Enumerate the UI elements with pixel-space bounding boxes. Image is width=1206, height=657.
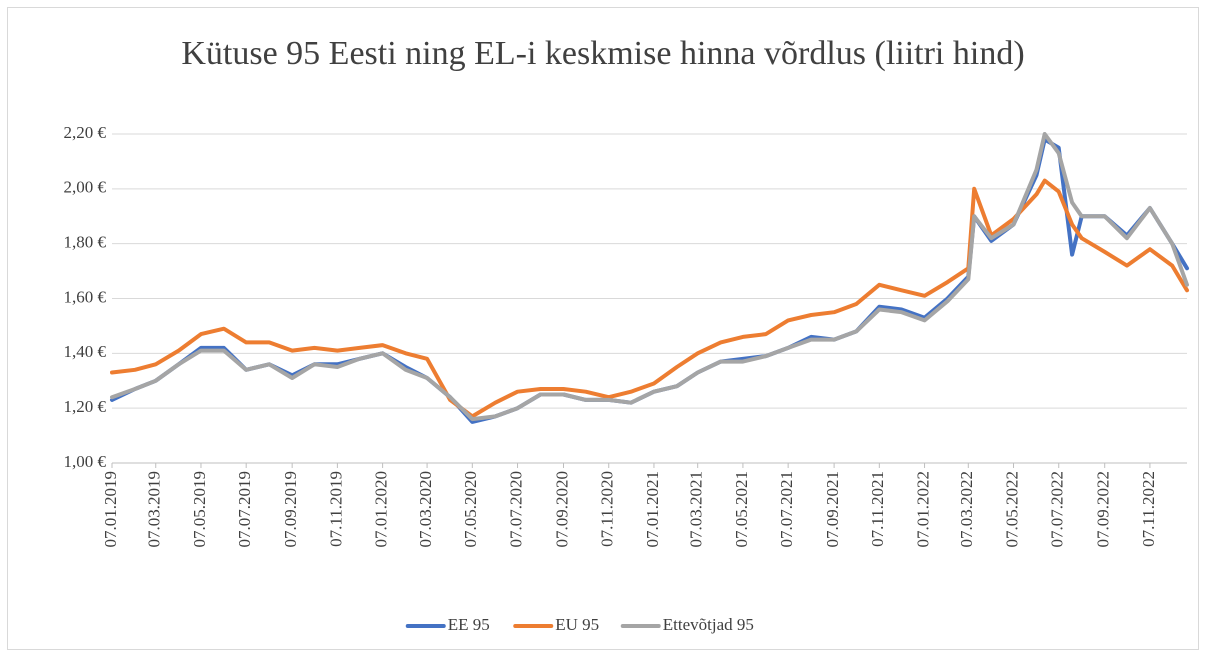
x-tick-label: 07.05.2019 (190, 471, 209, 548)
legend-label: EU 95 (555, 615, 599, 634)
y-tick-label: 2,20 € (64, 123, 107, 142)
series-line (110, 178, 1189, 419)
legend-label: Ettevõtjad 95 (663, 615, 754, 634)
x-tick-label: 07.11.2022 (1139, 471, 1158, 547)
x-tick-label: 07.03.2021 (687, 471, 706, 548)
x-tick-label: 07.07.2020 (506, 471, 525, 548)
chart-title: Kütuse 95 Eesti ning EL-i keskmise hinna… (181, 35, 1024, 72)
x-tick-label: 07.11.2021 (868, 471, 887, 547)
chart-frame (7, 7, 1199, 650)
y-tick-label: 1,60 € (64, 287, 107, 306)
x-tick-label: 07.01.2022 (913, 471, 932, 548)
x-tick-label: 07.03.2019 (145, 471, 164, 548)
x-tick-label: 07.09.2019 (281, 471, 300, 548)
y-tick-label: 1,00 € (64, 452, 107, 471)
y-tick-label: 1,80 € (64, 233, 107, 252)
x-tick-label: 07.09.2021 (823, 471, 842, 548)
x-tick-label: 07.01.2020 (372, 471, 391, 548)
x-tick-label: 07.05.2020 (461, 471, 480, 548)
x-tick-label: 07.01.2021 (643, 471, 662, 548)
x-tick-label: 07.03.2022 (957, 471, 976, 548)
x-tick-label: 07.01.2019 (101, 471, 120, 548)
x-tick-label: 07.07.2021 (777, 471, 796, 548)
y-tick-label: 1,20 € (64, 397, 107, 416)
y-tick-label: 1,40 € (64, 342, 107, 361)
x-tick-label: 07.09.2022 (1094, 471, 1113, 548)
x-tick-label: 07.11.2020 (598, 471, 617, 547)
x-tick-label: 07.03.2020 (416, 471, 435, 548)
y-tick-label: 2,00 € (64, 178, 107, 197)
x-tick-label: 07.07.2022 (1048, 471, 1067, 548)
x-tick-label: 07.09.2020 (552, 471, 571, 548)
series-line (110, 132, 1189, 422)
x-tick-label: 07.05.2021 (732, 471, 751, 548)
legend-label: EE 95 (448, 615, 490, 634)
x-tick-label: 07.11.2019 (326, 471, 345, 547)
x-tick-label: 07.07.2019 (235, 471, 254, 548)
x-tick-label: 07.05.2022 (1002, 471, 1021, 548)
